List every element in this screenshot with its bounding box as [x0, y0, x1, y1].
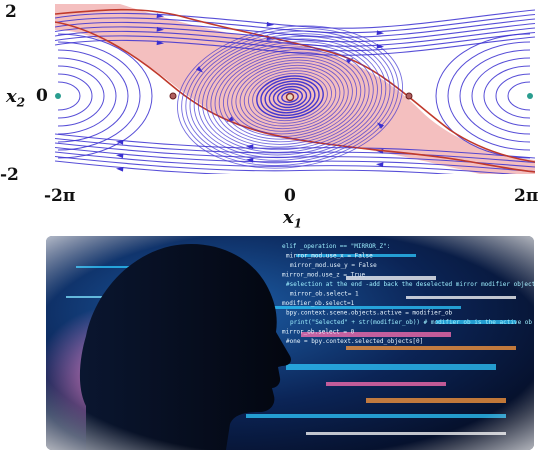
streamline: [483, 65, 531, 127]
vortex-ring: [272, 85, 308, 109]
vortex-ring: [243, 67, 337, 127]
streamline: [57, 57, 117, 135]
central-vortex: [177, 25, 403, 169]
center-equilibrium-icon: [55, 93, 61, 99]
streamline-arrow: [156, 26, 164, 32]
vortex-ring: [248, 70, 332, 124]
saddle-equilibrium-icon: [169, 92, 177, 100]
illustration-canvas: elif _operation == "MIRROR_Z":mirror_mod…: [46, 236, 534, 450]
vortex-ring: [181, 28, 399, 166]
vortex-ring: [252, 72, 328, 122]
center-equilibrium-icon: [285, 92, 295, 102]
vortex-ring: [193, 35, 387, 159]
vortex-ring: [260, 77, 320, 117]
streamline: [55, 13, 535, 34]
vortex-ring: [235, 62, 345, 132]
streamline: [57, 49, 129, 143]
streamline: [55, 18, 535, 38]
streamline: [55, 36, 535, 56]
x-tick-right: 2π: [514, 186, 539, 206]
x-axis-label: x1: [283, 207, 303, 231]
streamline-arrow: [156, 13, 164, 19]
streamline-arrow: [266, 21, 274, 27]
streamline: [55, 142, 535, 168]
streamline: [447, 41, 531, 151]
vortex-ring: [214, 49, 366, 145]
streamline: [459, 49, 531, 143]
streamline: [55, 155, 455, 174]
y-axis-label: x2: [6, 86, 26, 110]
vortex-ring: [276, 88, 304, 106]
vortex-ring: [189, 33, 391, 161]
streamline-arrow: [116, 153, 124, 159]
vortex-ring: [210, 46, 370, 148]
separatrix-upper: [55, 8, 535, 163]
streamline: [495, 73, 531, 119]
vortex-ring: [227, 57, 353, 137]
vortex-ring: [231, 59, 349, 135]
streamline: [55, 137, 535, 164]
streamline: [507, 81, 531, 111]
vortex-ring: [206, 43, 374, 151]
vortex-ring: [177, 25, 403, 169]
vortex-ring: [185, 30, 395, 164]
streamline-arrow: [376, 162, 384, 168]
phase-portrait-canvas: [55, 4, 535, 174]
streamline: [55, 9, 535, 29]
vortex-ring: [264, 80, 316, 114]
streamline-arrow: [376, 30, 384, 36]
separatrix-lower: [55, 21, 535, 173]
vortex-ring: [202, 41, 378, 153]
vortex-ring: [256, 75, 324, 119]
streamline-arrow: [376, 43, 384, 49]
streamline: [57, 73, 93, 119]
ai-code-illustration: elif _operation == "MIRROR_Z":mirror_mod…: [46, 236, 534, 450]
vortex-ring: [239, 64, 341, 130]
streamline: [57, 81, 81, 111]
streamline: [57, 41, 141, 151]
streamline-arrow: [156, 40, 164, 46]
streamline: [55, 27, 535, 47]
streamline: [435, 33, 531, 159]
streamline: [55, 160, 232, 174]
center-equilibrium-icon: [527, 93, 533, 99]
x-tick-middle: 0: [284, 186, 296, 206]
vortex-ring: [197, 38, 383, 156]
y-tick-middle: 0: [36, 86, 48, 106]
streamline-arrow: [246, 144, 254, 150]
y-tick-bottom: -2: [0, 165, 19, 185]
streamline: [57, 65, 105, 127]
streamline: [471, 57, 531, 135]
streamline: [57, 33, 153, 159]
vortex-ring: [281, 91, 299, 103]
saddle-equilibrium-icon: [405, 92, 413, 100]
phase-portrait: 2 0 -2 x2 -2π 0 2π x1: [0, 2, 539, 231]
y-tick-top: 2: [5, 2, 17, 22]
vortex-ring: [218, 51, 362, 143]
vortex-ring: [222, 54, 358, 140]
x-tick-left: -2π: [44, 186, 76, 206]
vortex-ring: [268, 83, 312, 111]
streamline-arrow: [116, 166, 124, 172]
vignette: [46, 236, 534, 450]
